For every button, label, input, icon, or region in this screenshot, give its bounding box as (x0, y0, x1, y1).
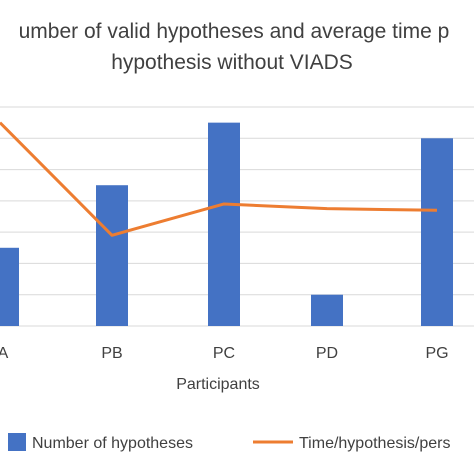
x-tick-label-PG: PG (425, 345, 448, 362)
title-line-1: umber of valid hypotheses and average ti… (19, 20, 450, 43)
x-tick-label-PC: PC (213, 345, 235, 362)
chart-title: umber of valid hypotheses and average ti… (19, 20, 450, 74)
x-tick-label-PB: PB (101, 345, 122, 362)
bar-PG (421, 138, 453, 326)
title-line-2: hypothesis without VIADS (111, 51, 353, 74)
line-time-per-hypothesis (0, 121, 438, 237)
x-tick-label-A: A (0, 345, 9, 362)
legend: Number of hypotheses Time/hypothesis/per… (8, 433, 450, 452)
line-series (0, 121, 438, 237)
bar-A (0, 247, 19, 326)
bar-series (0, 122, 453, 327)
bar-PD (311, 294, 343, 326)
x-axis-title: Participants (176, 376, 260, 393)
x-axis-tick-labels: A PB PC PD PG (0, 345, 449, 362)
bar-PB (96, 185, 128, 326)
bar-PC (208, 122, 240, 327)
legend-label-line: Time/hypothesis/pers (299, 435, 450, 452)
legend-label-bars: Number of hypotheses (32, 435, 193, 452)
x-tick-label-PD: PD (316, 345, 338, 362)
legend-swatch-bars (8, 433, 26, 451)
